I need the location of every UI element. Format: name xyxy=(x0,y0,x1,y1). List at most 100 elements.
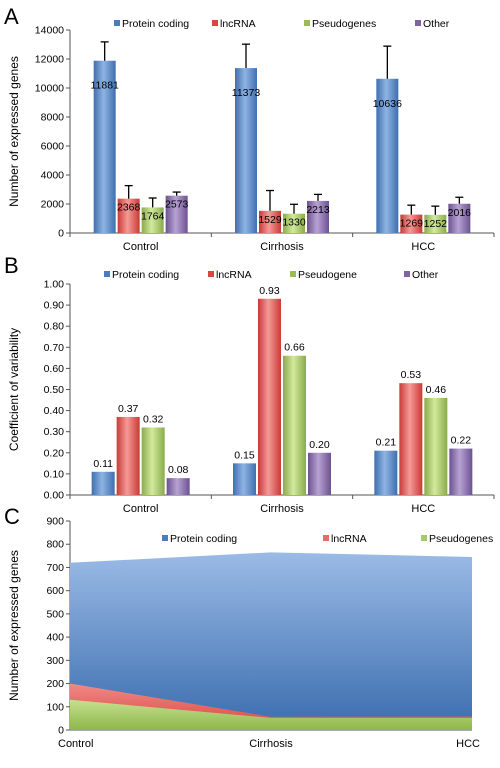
y-tick-label: 0.10 xyxy=(44,468,65,480)
data-label: 0.46 xyxy=(426,384,447,396)
panel-letter: B xyxy=(4,253,19,278)
data-label: 0.53 xyxy=(401,369,422,381)
bar-pseudogene-control xyxy=(141,427,165,495)
panel-a: 0 2000 4000 6000 8000 10000 12000 14000 Control 1… xyxy=(4,4,495,253)
legend-label-protein-coding: Protein coding xyxy=(112,269,179,281)
y-tick-label: 0.80 xyxy=(44,321,65,333)
bar-lncrna-control xyxy=(117,198,140,233)
y-tick-label: 0.50 xyxy=(44,384,65,396)
legend-swatch-other xyxy=(415,20,421,26)
data-label: 0.66 xyxy=(284,342,305,354)
data-label: 0.22 xyxy=(451,435,472,447)
y-axis-title: Coefficient of variability xyxy=(7,328,21,451)
area-protein-coding xyxy=(70,552,472,730)
x-tick-label-control: Control xyxy=(123,503,158,515)
legend-label-other: Other xyxy=(412,269,439,281)
legend-swatch-other xyxy=(404,271,410,277)
legend-swatch-lncrna xyxy=(212,20,218,26)
bar-pseudogenes-control xyxy=(141,207,164,233)
y-tick-label: 0.00 xyxy=(44,490,65,502)
data-label: 0.37 xyxy=(118,403,139,415)
y-tick-label: 10000 xyxy=(35,83,64,95)
bar-pseudogenes-hcc xyxy=(424,214,447,233)
panel-b: 0.00 0.10 0.20 0.30 0.40 0.50 0.60 0.70 0.80 0.90… xyxy=(4,253,495,515)
data-label: 0.93 xyxy=(259,285,280,297)
legend-label-protein-coding: Protein coding xyxy=(170,533,237,545)
bar-protein-coding-cirrhosis xyxy=(233,463,256,495)
y-tick-label: 4000 xyxy=(41,170,65,182)
y-tick-label: 300 xyxy=(46,655,64,667)
y-tick-label: 400 xyxy=(46,632,64,644)
y-tick-label: 0.20 xyxy=(44,447,65,459)
x-tick-label-hcc: HCC xyxy=(411,503,435,515)
data-label: 1252 xyxy=(424,218,448,230)
bar-lncrna-hcc xyxy=(399,383,423,495)
legend-label-lncrna: lncRNA xyxy=(331,533,367,545)
x-tick-label-cirrhosis: Cirrhosis xyxy=(260,503,304,515)
data-label: 1330 xyxy=(282,217,306,229)
y-axis-title: Number of expressed genes xyxy=(7,550,21,701)
bar-lncrna-hcc xyxy=(400,214,423,233)
bar-other-cirrhosis xyxy=(308,452,331,495)
y-tick-label: 0.60 xyxy=(44,363,65,375)
legend-swatch-pseudogenes xyxy=(304,20,310,26)
legend-label-lncrna: lncRNA xyxy=(216,269,252,281)
x-tick-label-cirrhosis: Cirrhosis xyxy=(249,738,293,750)
data-label: 11881 xyxy=(90,80,119,92)
y-tick-label: 0.30 xyxy=(44,426,65,438)
y-tick-label: 200 xyxy=(46,678,64,690)
y-tick-label: 14000 xyxy=(35,25,64,37)
y-tick-label: 900 xyxy=(46,516,64,528)
y-tick-label: 700 xyxy=(46,562,64,574)
y-tick-label: 6000 xyxy=(41,141,65,153)
y-tick-label: 600 xyxy=(46,585,64,597)
y-tick-label: 2000 xyxy=(41,199,65,211)
bar-lncrna-cirrhosis xyxy=(258,298,281,495)
y-tick-label: 0 xyxy=(58,725,64,737)
data-label: 0.11 xyxy=(93,458,113,470)
bar-protein-coding-hcc xyxy=(374,450,398,495)
legend-swatch-lncrna xyxy=(323,535,329,541)
x-tick-label-cirrhosis: Cirrhosis xyxy=(260,241,304,253)
y-tick-label: 8000 xyxy=(41,112,65,124)
legend-label-protein-coding: Protein coding xyxy=(122,18,189,30)
bar-other-hcc xyxy=(449,448,473,495)
panel-letter: C xyxy=(4,504,20,529)
data-label: 0.08 xyxy=(168,464,189,476)
panel-letter: A xyxy=(4,4,19,29)
x-tick-label-hcc: HCC xyxy=(456,738,480,750)
legend-label-pseudogene: Pseudogene xyxy=(298,269,357,281)
data-label: 1529 xyxy=(258,214,282,226)
panel-c: 0 100 200 300 400 500 600 700 800 900 Control Cirrh… xyxy=(4,504,493,750)
data-label: 2573 xyxy=(165,199,189,211)
bar-pseudogene-hcc xyxy=(424,397,448,495)
y-tick-label: 1.00 xyxy=(44,279,65,291)
bar-protein-coding-cirrhosis xyxy=(235,68,257,234)
legend-swatch-lncrna xyxy=(208,271,214,277)
legend-swatch-pseudogenes xyxy=(421,535,427,541)
bar-other-control xyxy=(166,478,190,495)
bar-protein-coding-control xyxy=(93,60,116,234)
data-label: 0.20 xyxy=(309,439,330,451)
bar-other-hcc xyxy=(448,203,471,233)
x-tick-label-hcc: HCC xyxy=(411,241,435,253)
y-tick-label: 0.40 xyxy=(44,405,65,417)
bar-other-control xyxy=(165,195,188,233)
bar-protein-coding-hcc xyxy=(376,78,399,233)
legend-label-pseudogenes: Pseudogenes xyxy=(312,18,376,30)
legend-swatch-protein-coding xyxy=(104,271,110,277)
legend-swatch-pseudogene xyxy=(290,271,296,277)
data-label: 1764 xyxy=(141,210,165,222)
y-tick-label: 800 xyxy=(46,539,64,551)
bar-other-cirrhosis xyxy=(307,200,329,233)
legend-label-lncrna: lncRNA xyxy=(220,18,256,30)
x-tick-label-control: Control xyxy=(123,241,158,253)
bar-pseudogenes-cirrhosis xyxy=(283,213,305,233)
data-label: 11373 xyxy=(232,87,261,99)
data-label: 2016 xyxy=(448,207,472,219)
data-label: 1269 xyxy=(400,218,424,230)
y-tick-label: 100 xyxy=(46,701,64,713)
data-label: 2368 xyxy=(117,202,141,214)
bar-lncrna-cirrhosis xyxy=(259,210,281,233)
